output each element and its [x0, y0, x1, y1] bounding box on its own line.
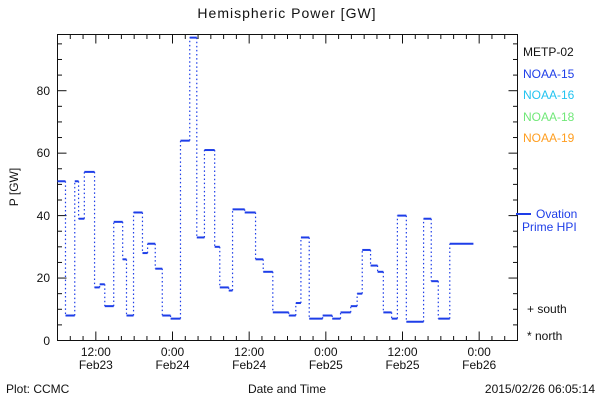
ovation-legend: Ovation Prime HPI: [516, 208, 577, 234]
x-tick-time: 12:00: [80, 345, 111, 359]
x-tick-label: 0:00 Feb26: [447, 346, 511, 372]
y-tick-label: 40: [36, 208, 50, 223]
legend-item-noaa-19: NOAA-19: [523, 131, 575, 145]
footer-timestamp: 2015/02/26 06:05:14: [484, 382, 595, 396]
north-marker-label: * north: [527, 329, 563, 343]
x-tick-time: 0:00: [314, 345, 338, 359]
line-sample-icon: [516, 212, 531, 215]
y-axis-label: P [GW]: [7, 167, 21, 207]
ovation-label-line1: Ovation: [536, 207, 578, 221]
x-tick-date: Feb24: [232, 358, 267, 372]
x-tick-date: Feb25: [385, 358, 420, 372]
x-tick-label: 12:00 Feb23: [64, 346, 128, 372]
x-tick-date: Feb26: [462, 358, 497, 372]
ovation-legend-line1: Ovation: [516, 208, 577, 221]
y-tick-label: 20: [36, 271, 50, 286]
x-tick-label: 0:00 Feb25: [294, 346, 358, 372]
south-marker-label: + south: [527, 302, 567, 316]
legend-item-noaa-18: NOAA-18: [523, 109, 575, 124]
legend-satellites: METP-02 NOAA-15 NOAA-16 NOAA-18 NOAA-19: [523, 42, 574, 150]
x-tick-time: 12:00: [234, 345, 265, 359]
footer-plot-source: Plot: CCMC: [6, 382, 70, 396]
x-tick-date: Feb25: [308, 358, 343, 372]
plot-box: [57, 34, 518, 341]
legend-item-noaa-16: NOAA-16: [523, 88, 575, 102]
x-tick-date: Feb23: [78, 358, 113, 372]
x-tick-date: Feb24: [155, 358, 190, 372]
y-tick-label: 0: [43, 333, 50, 348]
chart-title: Hemispheric Power [GW]: [197, 5, 377, 21]
y-tick-label: 80: [36, 83, 50, 98]
ovation-label-line2: Prime HPI: [522, 220, 577, 234]
x-tick-label: 0:00 Feb24: [141, 346, 205, 372]
x-tick-time: 0:00: [160, 345, 185, 359]
legend-item-metp-02: METP-02: [523, 45, 574, 59]
legend-item-noaa-15: NOAA-15: [523, 66, 575, 81]
x-tick-time: 0:00: [467, 345, 491, 359]
x-tick-label: 12:00 Feb25: [371, 346, 435, 372]
y-tick-label: 60: [36, 146, 50, 161]
x-axis-label: Date and Time: [247, 382, 327, 396]
x-tick-label: 12:00 Feb24: [217, 346, 281, 372]
x-tick-time: 12:00: [387, 345, 418, 359]
